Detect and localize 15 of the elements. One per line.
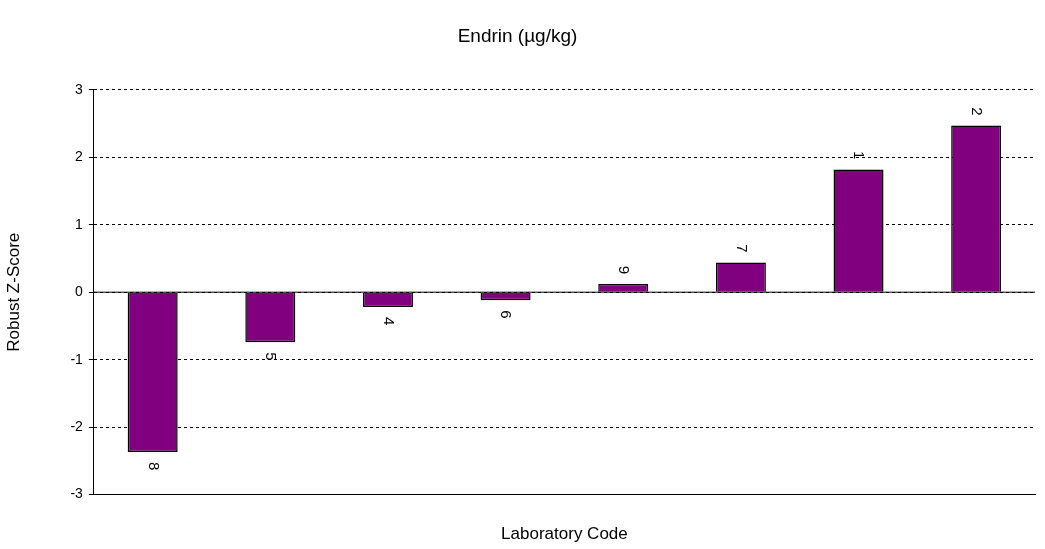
y-tick-label: 0 bbox=[75, 283, 84, 300]
x-axis-title: Laboratory Code bbox=[501, 524, 628, 544]
y-tick-label: 1 bbox=[75, 215, 84, 232]
x-tick-label: 9 bbox=[616, 265, 634, 275]
x-tick-label: 8 bbox=[145, 462, 163, 471]
x-tick-label: 6 bbox=[498, 310, 516, 319]
y-tick-label: -1 bbox=[70, 350, 84, 367]
y-axis-title: Robust Z-Score bbox=[3, 232, 23, 352]
x-tick-label: 4 bbox=[380, 317, 398, 326]
y-tick-label: -2 bbox=[70, 417, 84, 434]
x-tick-label: 7 bbox=[733, 244, 751, 253]
y-tick-label: 2 bbox=[75, 148, 84, 165]
y-tick-label: 3 bbox=[75, 80, 84, 97]
y-tick-label: -3 bbox=[70, 485, 84, 502]
chart-title: Endrin (µg/kg) bbox=[457, 24, 578, 46]
